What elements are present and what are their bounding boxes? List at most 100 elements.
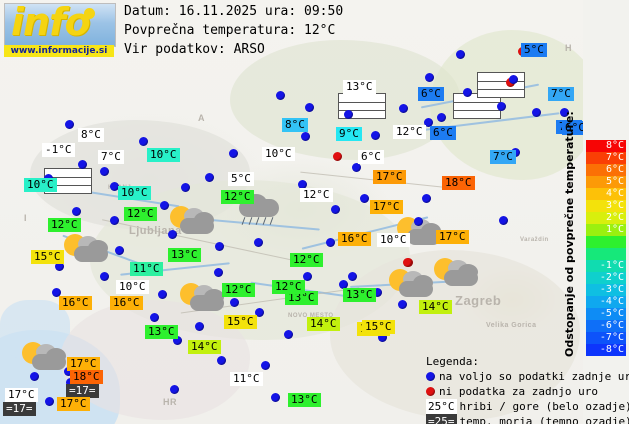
temperature-label[interactable]: 18°C — [442, 176, 475, 190]
temperature-label[interactable]: 13°C — [145, 325, 178, 339]
station-dot-available[interactable] — [497, 102, 506, 111]
temperature-label[interactable]: 6°C — [430, 126, 456, 140]
station-dot-available[interactable] — [229, 149, 238, 158]
temperature-label[interactable]: 15°C — [362, 320, 395, 334]
mountain-temperature-label[interactable]: 12°C — [393, 125, 426, 139]
temperature-label[interactable]: 8°C — [282, 118, 308, 132]
station-dot-available[interactable] — [371, 131, 380, 140]
mountain-temperature-label[interactable]: 11°C — [230, 372, 263, 386]
temperature-label[interactable]: 13°C — [288, 393, 321, 407]
station-dot-available[interactable] — [181, 183, 190, 192]
station-dot-available[interactable] — [52, 288, 61, 297]
temperature-label[interactable]: 13°C — [285, 291, 318, 305]
temperature-label[interactable]: 12°C — [272, 280, 305, 294]
temperature-label[interactable]: 15°C — [31, 250, 64, 264]
station-dot-available[interactable] — [276, 91, 285, 100]
logo-url[interactable]: www.informacije.si — [4, 45, 114, 57]
station-dot-available[interactable] — [456, 50, 465, 59]
sea-temperature-label[interactable]: =17= — [3, 402, 36, 416]
station-dot-available[interactable] — [509, 75, 518, 84]
station-dot-missing[interactable] — [333, 152, 342, 161]
station-dot-available[interactable] — [168, 230, 177, 239]
temperature-label[interactable]: 6°C — [562, 121, 583, 135]
station-dot-available[interactable] — [301, 132, 310, 141]
sea-temperature-label[interactable]: =17= — [66, 384, 99, 398]
station-dot-available[interactable] — [215, 242, 224, 251]
temperature-label[interactable]: 5°C — [521, 43, 547, 57]
temperature-label[interactable]: 14°C — [188, 340, 221, 354]
temperature-label[interactable]: 16°C — [110, 296, 143, 310]
station-dot-available[interactable] — [344, 110, 353, 119]
station-dot-available[interactable] — [463, 88, 472, 97]
station-dot-available[interactable] — [100, 272, 109, 281]
temperature-label[interactable]: 14°C — [307, 317, 340, 331]
mountain-temperature-label[interactable]: 7°C — [98, 150, 124, 164]
station-dot-available[interactable] — [65, 120, 74, 129]
station-dot-available[interactable] — [255, 308, 264, 317]
station-dot-available[interactable] — [195, 322, 204, 331]
station-dot-available[interactable] — [158, 290, 167, 299]
station-dot-available[interactable] — [110, 182, 119, 191]
station-dot-available[interactable] — [378, 333, 387, 342]
station-dot-available[interactable] — [139, 137, 148, 146]
mountain-temperature-label[interactable]: 10°C — [377, 233, 410, 247]
temperature-label[interactable]: 10°C — [147, 148, 180, 162]
station-dot-available[interactable] — [422, 194, 431, 203]
station-dot-available[interactable] — [173, 336, 182, 345]
station-dot-available[interactable] — [339, 280, 348, 289]
station-dot-available[interactable] — [398, 300, 407, 309]
mountain-temperature-label[interactable]: 5°C — [228, 172, 254, 186]
station-dot-available[interactable] — [150, 313, 159, 322]
temperature-label[interactable]: 14°C — [419, 300, 452, 314]
station-dot-available[interactable] — [399, 104, 408, 113]
station-dot-available[interactable] — [373, 288, 382, 297]
mountain-temperature-label[interactable]: 13°C — [343, 80, 376, 94]
temperature-label[interactable]: 17°C — [373, 170, 406, 184]
temperature-label[interactable]: 10°C — [24, 178, 57, 192]
station-dot-available[interactable] — [110, 216, 119, 225]
station-dot-available[interactable] — [425, 73, 434, 82]
station-dot-available[interactable] — [160, 201, 169, 210]
temperature-label[interactable]: 12°C — [221, 190, 254, 204]
station-dot-available[interactable] — [45, 397, 54, 406]
station-dot-available[interactable] — [352, 163, 361, 172]
station-dot-available[interactable] — [560, 108, 569, 117]
station-dot-available[interactable] — [205, 173, 214, 182]
station-dot-available[interactable] — [115, 246, 124, 255]
temperature-label[interactable]: 18°C — [70, 370, 103, 384]
station-dot-available[interactable] — [271, 393, 280, 402]
info-logo[interactable]: info — [4, 3, 116, 47]
temperature-label[interactable]: 12°C — [124, 207, 157, 221]
station-dot-available[interactable] — [30, 372, 39, 381]
station-dot-available[interactable] — [214, 268, 223, 277]
station-dot-missing[interactable] — [403, 258, 412, 267]
temperature-label[interactable]: 7°C — [490, 150, 516, 164]
temperature-label[interactable]: 15°C — [224, 315, 257, 329]
station-dot-available[interactable] — [217, 356, 226, 365]
station-dot-available[interactable] — [64, 367, 73, 376]
station-dot-available[interactable] — [261, 361, 270, 370]
temperature-label[interactable]: 12°C — [48, 218, 81, 232]
temperature-label[interactable]: 17°C — [370, 200, 403, 214]
station-dot-available[interactable] — [55, 262, 64, 271]
mountain-temperature-label[interactable]: 10°C — [116, 280, 149, 294]
station-dot-available[interactable] — [499, 216, 508, 225]
station-dot-available[interactable] — [72, 207, 81, 216]
temperature-label[interactable]: 16°C — [59, 296, 92, 310]
mountain-temperature-label[interactable]: 6°C — [358, 150, 384, 164]
temperature-label[interactable]: 10°C — [118, 186, 151, 200]
station-dot-available[interactable] — [437, 113, 446, 122]
station-dot-available[interactable] — [305, 103, 314, 112]
temperature-label[interactable]: 7°C — [548, 87, 574, 101]
station-dot-available[interactable] — [532, 108, 541, 117]
mountain-temperature-label[interactable]: 12°C — [300, 188, 333, 202]
temperature-label[interactable]: 17°C — [57, 397, 90, 411]
station-dot-available[interactable] — [424, 118, 433, 127]
mountain-temperature-label[interactable]: 10°C — [262, 147, 295, 161]
mountain-temperature-label[interactable]: -1°C — [42, 143, 75, 157]
temperature-label[interactable]: 12°C — [222, 283, 255, 297]
temperature-label[interactable]: 16°C — [338, 232, 371, 246]
station-dot-available[interactable] — [100, 167, 109, 176]
station-dot-available[interactable] — [331, 205, 340, 214]
temperature-label[interactable]: 13°C — [168, 248, 201, 262]
